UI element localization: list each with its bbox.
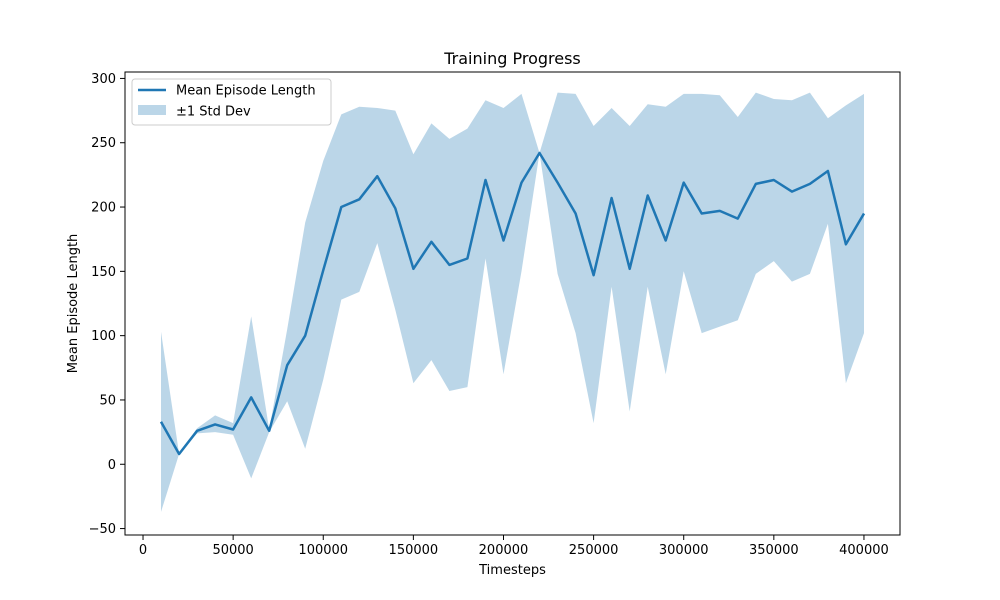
plot-frame: [124, 71, 901, 536]
y-tick-label: −50: [89, 522, 116, 537]
x-tick-label: 100000: [298, 543, 348, 558]
x-tick-label: 250000: [569, 543, 619, 558]
x-axis-ticks: 0 50000 100000 150000 200000 250000 300000 3500…: [139, 535, 889, 558]
x-tick-label: 400000: [839, 543, 889, 558]
y-tick-label: 300: [91, 72, 116, 87]
legend-band-swatch: [138, 105, 166, 115]
x-tick-label: 150000: [389, 543, 439, 558]
legend-box: [131, 78, 332, 126]
x-axis-label: Timesteps: [478, 563, 546, 578]
x-tick-label: 0: [139, 543, 147, 558]
mean-line-layer: [159, 151, 866, 456]
mean-episode-length-line: [159, 151, 866, 456]
std-dev-band: [161, 92, 864, 512]
x-tick-label: 300000: [659, 543, 709, 558]
legend-label-std: ±1 Std Dev: [176, 105, 251, 120]
legend: Mean Episode Length ±1 Std Dev: [131, 78, 332, 126]
y-axis-label: Mean Episode Length: [66, 234, 81, 374]
chart-title: Training Progress: [443, 49, 581, 68]
y-axis-ticks: −50 0 50 100 150 200 250 300: [89, 72, 125, 537]
y-tick-label: 100: [91, 329, 116, 344]
legend-label-mean: Mean Episode Length: [176, 84, 316, 99]
std-dev-band-layer: [161, 92, 864, 512]
y-tick-label: 0: [108, 458, 116, 473]
y-tick-label: 250: [91, 136, 116, 151]
x-tick-label: 200000: [479, 543, 529, 558]
x-tick-label: 50000: [212, 543, 253, 558]
x-tick-label: 350000: [749, 543, 799, 558]
y-tick-label: 50: [99, 393, 116, 408]
y-tick-label: 150: [91, 265, 116, 280]
y-tick-label: 200: [91, 201, 116, 216]
